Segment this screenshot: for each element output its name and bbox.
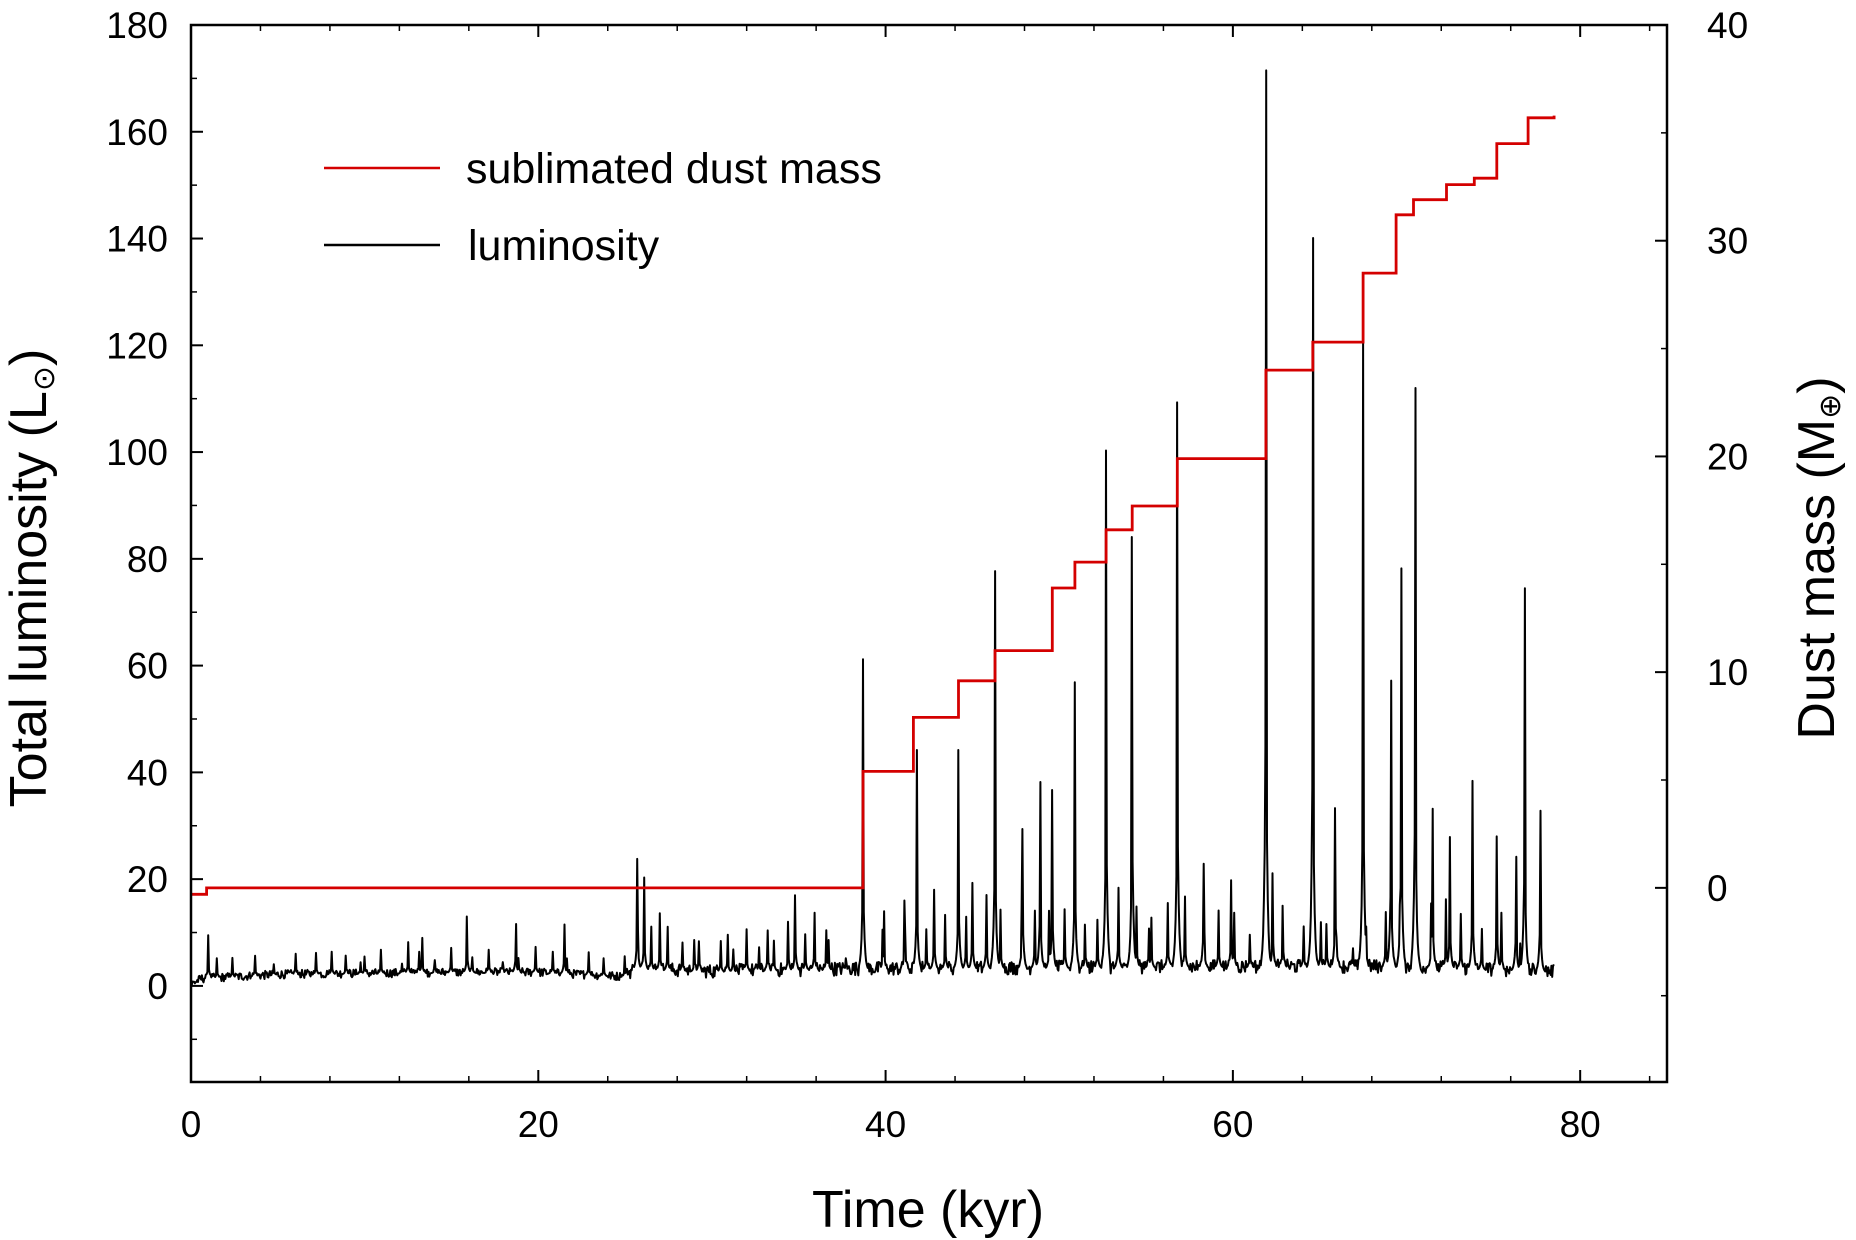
y-right-tick-label: 20 bbox=[1707, 436, 1748, 477]
legend-label-luminosity: luminosity bbox=[468, 222, 660, 270]
right-axis-title-close: ) bbox=[1788, 376, 1846, 393]
left-axis-title-close: ) bbox=[0, 349, 58, 366]
y-left-tick-label: 180 bbox=[106, 5, 168, 46]
x-tick-label: 0 bbox=[181, 1104, 202, 1145]
y-left-tick-label: 160 bbox=[106, 112, 168, 153]
y-left-tick-label: 0 bbox=[147, 966, 168, 1007]
right-axis-title-text: Dust mass (M bbox=[1788, 419, 1846, 740]
y-left-tick-label: 120 bbox=[106, 325, 168, 366]
x-tick-label: 40 bbox=[865, 1104, 906, 1145]
left-axis-title-text: Total luminosity (L bbox=[0, 391, 58, 807]
y-right-tick-label: 30 bbox=[1707, 221, 1748, 262]
y-left-tick-label: 60 bbox=[127, 646, 168, 687]
right-axis-unit-symbol: ⊕ bbox=[1814, 394, 1847, 419]
series-dust-mass-line bbox=[191, 115, 1556, 896]
right-axis-title: Dust mass (M⊕) bbox=[1788, 376, 1847, 739]
left-axis-unit-symbol: ⊙ bbox=[28, 366, 61, 391]
left-axis-title: Total luminosity (L⊙) bbox=[0, 349, 61, 808]
x-tick-label: 60 bbox=[1212, 1104, 1253, 1145]
x-tick-label: 20 bbox=[518, 1104, 559, 1145]
y-left-tick-label: 40 bbox=[127, 752, 168, 793]
y-right-tick-label: 40 bbox=[1707, 5, 1748, 46]
series-luminosity-line bbox=[190, 69, 1555, 986]
legend-label-dust-mass: sublimated dust mass bbox=[466, 145, 882, 193]
y-left-tick-label: 140 bbox=[106, 219, 168, 260]
y-left-tick-label: 20 bbox=[127, 859, 168, 900]
y-left-tick-label: 80 bbox=[127, 539, 168, 580]
ticks-layer: 0 20 40 60 80 0 20 40 60 80 100 120 140 160 180 0 10 20 30… bbox=[106, 5, 1748, 1145]
y-right-tick-label: 10 bbox=[1707, 652, 1748, 693]
x-tick-label: 80 bbox=[1560, 1104, 1601, 1145]
legend: sublimated dust mass luminosity bbox=[324, 145, 882, 270]
y-left-tick-label: 100 bbox=[106, 432, 168, 473]
series-layer bbox=[190, 69, 1556, 986]
y-right-tick-label: 0 bbox=[1707, 868, 1728, 909]
plot-frame bbox=[189, 23, 1669, 1084]
x-axis-title: Time (kyr) bbox=[812, 1181, 1044, 1239]
